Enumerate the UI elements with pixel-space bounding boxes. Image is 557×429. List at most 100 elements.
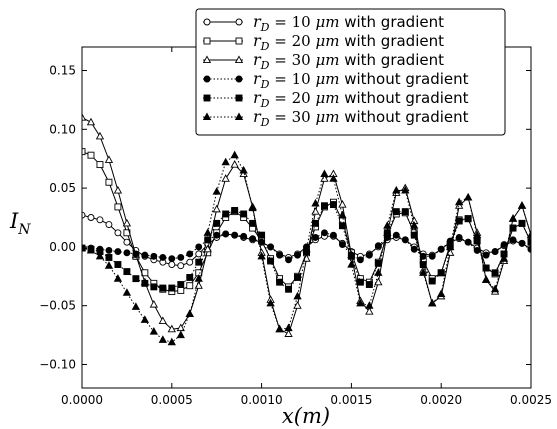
series-5-point xyxy=(482,264,490,272)
series-6-point xyxy=(508,214,518,222)
y-tick-label: 0.15 xyxy=(49,64,76,78)
series-4-point xyxy=(177,254,185,261)
series-1-point xyxy=(186,258,194,266)
series-4-point xyxy=(518,239,526,247)
series-6-point xyxy=(428,298,437,307)
series-5-point xyxy=(419,261,427,268)
series-6-point xyxy=(140,315,150,323)
series-4-point xyxy=(437,245,445,253)
series-6-point xyxy=(410,221,419,229)
series-4-point xyxy=(365,251,373,259)
series-6 xyxy=(82,150,531,346)
series-6-point xyxy=(463,192,473,201)
series-6-point xyxy=(194,274,203,282)
legend-label: rD = 10 μm with gradient xyxy=(253,12,444,34)
series-4-point xyxy=(410,245,418,253)
series-4-point xyxy=(527,245,531,253)
series-3-point xyxy=(221,174,230,182)
legend-marker xyxy=(203,37,211,45)
series-3-point xyxy=(122,218,132,227)
series-6-point xyxy=(257,251,266,260)
y-tick-label: −0.10 xyxy=(39,357,76,371)
series-5-point xyxy=(294,274,301,281)
legend-box xyxy=(195,8,506,136)
series-5-point xyxy=(258,231,266,239)
series-4-point xyxy=(195,243,203,251)
series-6-point xyxy=(472,230,482,239)
series-3-point xyxy=(86,117,96,126)
series-5-point xyxy=(168,284,176,292)
series-6-point xyxy=(95,251,105,260)
y-tick-label: 0.00 xyxy=(49,240,76,254)
series-5-point xyxy=(204,236,212,244)
series-4-point xyxy=(464,238,472,246)
series-6-point xyxy=(392,185,401,194)
series-1-point xyxy=(168,261,176,268)
legend-marker xyxy=(203,75,211,83)
series-4-point xyxy=(374,242,382,250)
y-tick-label: −0.05 xyxy=(39,299,76,313)
series-6-point xyxy=(526,230,531,239)
x-tick-label: 0.0005 xyxy=(151,393,193,407)
x-tick-label: 0.0020 xyxy=(420,393,462,407)
series-3-point xyxy=(104,155,114,163)
series-5-point xyxy=(321,202,328,210)
x-tick-label: 0.0015 xyxy=(330,393,372,407)
series-4-point xyxy=(473,246,481,254)
series-6-point xyxy=(338,210,347,219)
series-5-point xyxy=(159,284,167,292)
series-3-point xyxy=(82,113,87,121)
series-6-point xyxy=(86,245,96,254)
series-4-point xyxy=(231,231,239,239)
series-6-point xyxy=(293,291,302,300)
ticks-layer: 0.0000 0.0005 0.0010 0.0015 0.0020 0.0025 −0.1… xyxy=(39,47,552,407)
legend-label: rD = 20 μm with gradient xyxy=(253,31,444,53)
series-3-point xyxy=(374,277,383,286)
series-3-point xyxy=(167,324,176,333)
series-2-point xyxy=(82,148,86,156)
series-5-point xyxy=(276,278,284,286)
series-6-point xyxy=(248,203,257,212)
series-6-point xyxy=(239,165,248,174)
series-6-point xyxy=(302,244,311,253)
series-5-point xyxy=(491,269,499,277)
series-6-point xyxy=(365,301,374,309)
series-6-point xyxy=(446,242,455,250)
series-4-point xyxy=(114,248,122,256)
legend-marker xyxy=(202,112,212,121)
series-6-point xyxy=(212,187,221,195)
series-1-point xyxy=(96,216,104,224)
legend-entry-2: rD = 20 μm with gradient xyxy=(203,31,444,53)
legend-marker xyxy=(235,37,243,45)
series-2-point xyxy=(87,151,95,159)
legend-marker xyxy=(234,112,244,121)
series-5-point xyxy=(356,278,364,286)
series-3-point xyxy=(365,307,374,315)
series-5-point xyxy=(105,254,113,261)
series-6-point xyxy=(131,302,141,310)
series-4-point xyxy=(509,236,517,244)
legend-entry-6: rD = 30 μm without gradient xyxy=(202,107,469,129)
series-3-point xyxy=(338,200,347,208)
series-4-point xyxy=(312,234,319,241)
series-5-point xyxy=(374,259,382,267)
series-5-point xyxy=(383,229,391,237)
series-4-point xyxy=(186,250,194,258)
series-5-point xyxy=(509,224,517,232)
legend-label: rD = 20 μm without gradient xyxy=(253,88,469,110)
series-5-point xyxy=(338,222,346,230)
series-5-point xyxy=(410,231,418,239)
series-2-point xyxy=(177,286,185,294)
series-4-point xyxy=(321,229,328,237)
y-axis-label-main: I xyxy=(9,209,19,233)
series-5-point xyxy=(437,269,445,277)
series-6-point xyxy=(455,197,464,206)
series-5-point xyxy=(392,208,400,216)
series-6-point xyxy=(383,221,392,229)
series-5-point xyxy=(312,219,319,227)
legend-marker xyxy=(235,94,243,102)
series-4-point xyxy=(123,249,131,257)
series-5-point xyxy=(240,210,248,218)
series-6-point xyxy=(374,268,383,276)
